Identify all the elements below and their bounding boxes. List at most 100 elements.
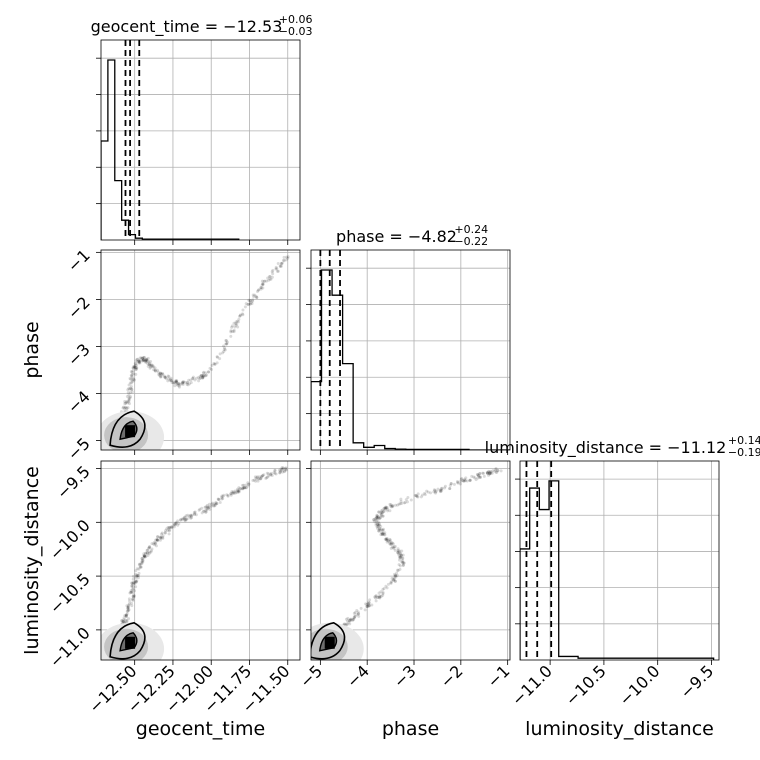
sample-point bbox=[259, 477, 263, 481]
sample-point bbox=[128, 387, 132, 391]
sample-point bbox=[376, 516, 380, 520]
sample-point bbox=[476, 473, 480, 477]
sample-point bbox=[136, 574, 140, 578]
sample-point bbox=[154, 544, 158, 548]
sample-point bbox=[396, 547, 400, 551]
sample-point bbox=[134, 363, 138, 367]
sample-point bbox=[171, 381, 175, 385]
sample-point bbox=[201, 376, 205, 380]
sample-point bbox=[225, 340, 229, 344]
contour-outer bbox=[109, 621, 146, 660]
sample-point bbox=[468, 478, 472, 482]
sample-point bbox=[391, 541, 395, 545]
sample-point bbox=[380, 511, 384, 515]
contour-outer bbox=[311, 621, 346, 660]
sample-point bbox=[201, 374, 205, 378]
sample-point bbox=[168, 529, 172, 533]
sample-point bbox=[170, 525, 174, 529]
sample-point bbox=[198, 507, 202, 511]
sample-point bbox=[459, 477, 463, 481]
sample-point bbox=[379, 590, 383, 594]
sample-point bbox=[136, 573, 140, 577]
sample-point bbox=[449, 482, 453, 486]
sample-point bbox=[384, 506, 388, 510]
sample-point bbox=[396, 550, 400, 554]
sample-point bbox=[163, 531, 167, 535]
sample-point bbox=[386, 582, 390, 586]
sample-point bbox=[216, 497, 220, 501]
sample-point bbox=[439, 487, 443, 491]
sample-point bbox=[128, 599, 132, 603]
sample-point bbox=[197, 375, 201, 379]
sample-point bbox=[172, 522, 176, 526]
sample-point bbox=[146, 362, 150, 366]
sample-point bbox=[478, 475, 482, 479]
sample-point bbox=[374, 523, 378, 527]
sample-point bbox=[235, 487, 239, 491]
sample-point bbox=[181, 380, 185, 384]
sample-point bbox=[140, 562, 144, 566]
sample-point bbox=[145, 357, 149, 361]
sample-point bbox=[133, 361, 137, 365]
sample-point bbox=[156, 370, 160, 374]
sample-point bbox=[222, 493, 226, 497]
sample-point bbox=[199, 373, 203, 377]
sample-point bbox=[384, 506, 388, 510]
y-axis-label-phase: phase bbox=[21, 321, 43, 378]
sample-point bbox=[185, 517, 189, 521]
sample-point bbox=[349, 618, 353, 622]
y-axis-label-luminosity_distance: luminosity_distance bbox=[21, 466, 43, 655]
sample-point bbox=[207, 370, 211, 374]
sample-point bbox=[393, 503, 397, 507]
sample-point bbox=[122, 618, 126, 622]
sample-point bbox=[389, 542, 393, 546]
sample-point bbox=[380, 528, 384, 532]
sample-point bbox=[425, 489, 429, 493]
sample-point bbox=[231, 491, 235, 495]
sample-point bbox=[265, 279, 269, 283]
sample-point bbox=[376, 524, 380, 528]
sample-point bbox=[379, 514, 383, 518]
sample-point bbox=[239, 487, 243, 491]
sample-point bbox=[421, 493, 425, 497]
sample-point bbox=[389, 503, 393, 507]
sample-point bbox=[182, 380, 186, 384]
title-plus-geocent_time: +0.06 bbox=[279, 13, 313, 26]
sample-point bbox=[248, 299, 252, 303]
sample-point bbox=[135, 366, 139, 370]
sample-point bbox=[432, 488, 436, 492]
title-plus-luminosity_distance: +0.14 bbox=[728, 434, 760, 447]
sample-point bbox=[131, 587, 135, 591]
sample-point bbox=[401, 556, 405, 560]
sample-point bbox=[385, 540, 389, 544]
hist-geocent_time bbox=[101, 59, 240, 240]
sample-point bbox=[379, 594, 383, 598]
sample-point bbox=[131, 369, 135, 373]
sample-point bbox=[352, 616, 356, 620]
x-tick-label: −11.0 bbox=[508, 661, 556, 709]
sample-point bbox=[416, 495, 420, 499]
sample-point bbox=[134, 572, 138, 576]
sample-point bbox=[198, 377, 202, 381]
sample-point bbox=[152, 368, 156, 372]
sample-point bbox=[201, 376, 205, 380]
sample-point bbox=[494, 470, 498, 474]
sample-point bbox=[449, 482, 453, 486]
sample-point bbox=[131, 379, 135, 383]
sample-point bbox=[234, 323, 238, 327]
sample-point bbox=[146, 548, 150, 552]
sample-point bbox=[139, 565, 143, 569]
sample-point bbox=[237, 489, 241, 493]
sample-point bbox=[377, 523, 381, 527]
sample-point bbox=[127, 386, 131, 390]
sample-point bbox=[284, 466, 288, 470]
sample-point bbox=[225, 493, 229, 497]
sample-point bbox=[391, 545, 395, 549]
sample-point bbox=[226, 493, 230, 497]
sample-point bbox=[203, 373, 207, 377]
sample-point bbox=[253, 293, 257, 297]
sample-point bbox=[250, 302, 254, 306]
sample-point bbox=[131, 591, 135, 595]
sample-point bbox=[140, 556, 144, 560]
sample-point bbox=[218, 501, 222, 505]
